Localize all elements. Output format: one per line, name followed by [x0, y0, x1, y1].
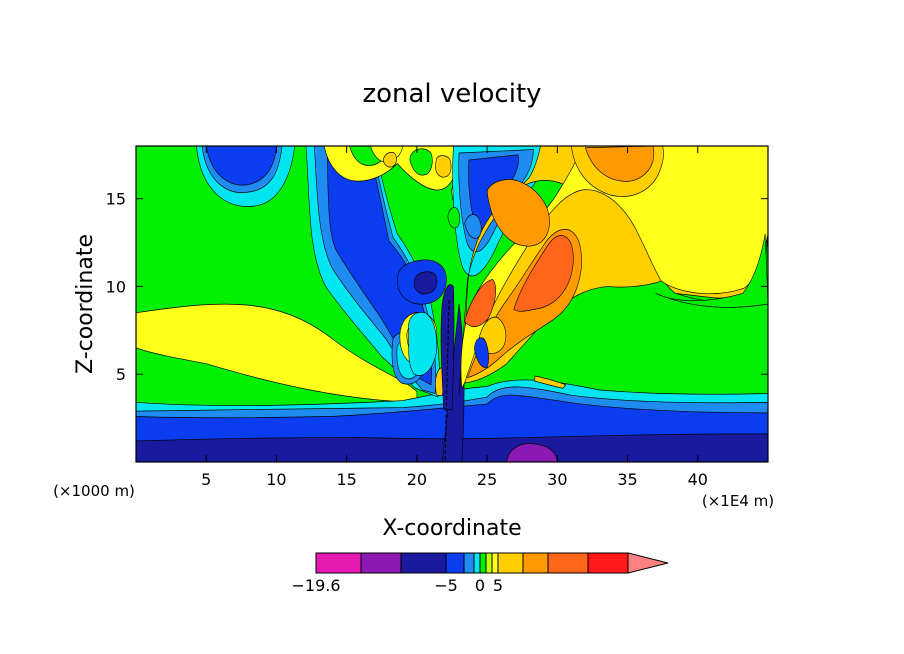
colorbar-segment-12	[587, 552, 629, 574]
contour-region-34	[655, 233, 768, 308]
colorbar-segment-10	[522, 552, 549, 574]
chart-title: zonal velocity	[362, 79, 541, 109]
x-axis-unit: (×1E4 m)	[702, 492, 774, 510]
colorbar-segment-0	[315, 552, 362, 574]
contour-region-44	[534, 375, 567, 389]
contour-region-47	[434, 155, 452, 178]
plot-area	[135, 145, 769, 463]
colorbar	[315, 552, 669, 574]
y-axis-ticks: 5 10 15	[106, 190, 768, 384]
colorbar-segment-2	[400, 552, 447, 574]
plot-frame	[135, 145, 769, 463]
contour-region-1	[136, 303, 418, 403]
colorbar-label: 5	[493, 576, 503, 595]
colorbar-segment-5	[473, 552, 481, 574]
contour-region-21	[440, 284, 455, 410]
y-tick-label: 15	[106, 190, 126, 209]
contour-region-46	[409, 148, 433, 176]
y-tick-label: 10	[106, 277, 126, 296]
contour-region-49	[447, 207, 461, 229]
colorbar-segment-11	[547, 552, 589, 574]
x-tick-label: 5	[201, 470, 211, 489]
contour-regions	[136, 146, 768, 462]
contour-region-10	[205, 146, 277, 186]
colorbar-label: 0	[475, 576, 485, 595]
contour-region-30	[408, 312, 438, 376]
contour-region-50	[464, 214, 482, 239]
contour-region-43	[474, 337, 489, 368]
contour-region-20	[413, 271, 438, 295]
y-axis-label: Z-coordinate	[73, 234, 98, 374]
colorbar-segment-9	[497, 552, 524, 574]
x-tick-label: 15	[336, 470, 356, 489]
contour-region-39	[486, 179, 550, 247]
colorbar-label: −5	[434, 576, 458, 595]
colorbar-segment-4	[463, 552, 475, 574]
colorbar-label: −19.6	[291, 576, 340, 595]
colorbar-extension-arrow	[627, 552, 669, 574]
x-tick-label: 20	[407, 470, 427, 489]
colorbar-segment-7	[485, 552, 493, 574]
x-axis-label: X-coordinate	[382, 516, 521, 541]
colorbar-segment-6	[479, 552, 487, 574]
contour-region-48	[382, 152, 397, 168]
colorbar-segment-8	[491, 552, 499, 574]
y-axis-unit: (×1000 m)	[53, 482, 135, 500]
x-tick-label: 35	[617, 470, 637, 489]
x-tick-label: 10	[266, 470, 286, 489]
colorbar-labels: −19.6 −5 0 5	[291, 576, 503, 595]
zero-wind-line	[444, 299, 450, 463]
x-tick-label: 25	[477, 470, 497, 489]
colorbar-segment-3	[445, 552, 465, 574]
contour-region-6	[506, 443, 558, 462]
contour-region-40	[513, 235, 574, 312]
x-axis-ticks: 5 10 15 20 25 30 35 40	[201, 146, 708, 489]
x-tick-label: 30	[547, 470, 567, 489]
x-tick-label: 40	[688, 470, 708, 489]
colorbar-segment-1	[360, 552, 402, 574]
contour-region-37	[585, 146, 655, 182]
y-tick-label: 5	[116, 365, 126, 384]
contour-region-41	[464, 279, 496, 327]
